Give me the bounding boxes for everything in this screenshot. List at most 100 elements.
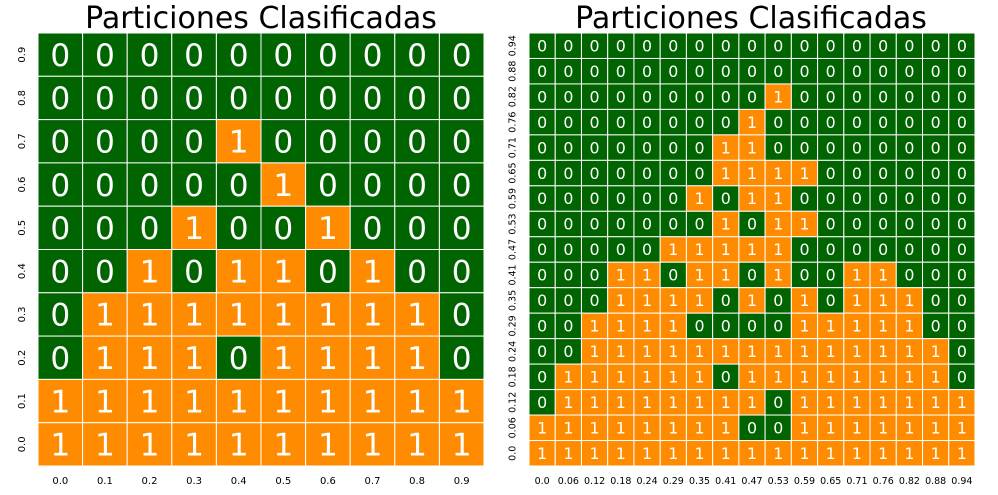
- y-tick-label: 0.8: [17, 90, 28, 106]
- cell-value-label: 1: [721, 164, 731, 183]
- x-tick-label: 0.06: [558, 476, 579, 487]
- heatmap-cell: [305, 292, 351, 337]
- x-tick-label: 0.0: [535, 476, 550, 487]
- cell-value-label: 1: [747, 393, 757, 412]
- heatmap-cell: [607, 159, 635, 187]
- x-tick-label: 0.9: [454, 476, 470, 487]
- cell-value-label: 1: [878, 418, 888, 437]
- y-tick-label: 0.06: [508, 417, 519, 438]
- cell-value-label: 1: [773, 240, 783, 259]
- chart-title-right: Particiones Clasificadas: [575, 1, 927, 36]
- cell-value-label: 1: [590, 418, 600, 437]
- heatmap-cell: [633, 57, 661, 85]
- cell-value-label: 0: [957, 317, 967, 336]
- cell-value-label: 0: [957, 240, 967, 259]
- heatmap-cell: [843, 414, 871, 442]
- cell-value-label: 0: [799, 189, 809, 208]
- cell-value-label: 1: [140, 428, 160, 464]
- cell-value-label: 0: [363, 124, 383, 160]
- cell-value-label: 0: [668, 36, 678, 55]
- cell-value-label: 0: [878, 87, 888, 106]
- heatmap-cell: [790, 210, 819, 238]
- cell-value-label: 0: [957, 138, 967, 157]
- cell-value-label: 0: [537, 393, 547, 412]
- cell-value-label: 1: [721, 240, 731, 259]
- heatmap-cell: [82, 75, 128, 121]
- y-tick-label: 0.94: [508, 35, 519, 56]
- heatmap-cell: [712, 261, 740, 289]
- heatmap-cell: [790, 338, 819, 365]
- heatmap-cell: [922, 83, 950, 110]
- cell-value-label: 0: [273, 81, 293, 117]
- cell-value-label: 0: [694, 215, 704, 234]
- cell-value-label: 0: [616, 36, 626, 55]
- cell-value-label: 0: [721, 291, 731, 310]
- cell-value-label: 1: [273, 168, 293, 204]
- cell-value-label: 1: [318, 428, 338, 464]
- x-tick-labels-right: 0.0 0.06 0.12 0.18 0.24 0.29 0.35 0.41 0.47 0.53 0…: [535, 476, 973, 487]
- heatmap-cell: [738, 312, 766, 340]
- cell-value-label: 1: [50, 428, 70, 464]
- cell-value-label: 0: [694, 164, 704, 183]
- cell-value-label: 0: [694, 138, 704, 157]
- cell-value-label: 0: [318, 81, 338, 117]
- heatmap-cell: [82, 378, 128, 424]
- heatmap-cell: [712, 134, 740, 161]
- heatmap-cell: [817, 287, 845, 314]
- heatmap-cell: [790, 134, 819, 161]
- x-tick-label: 0.53: [768, 476, 789, 487]
- cell-value-label: 0: [721, 368, 731, 387]
- heatmap-cell: [580, 57, 609, 85]
- cell-value-label: 1: [95, 384, 115, 420]
- cell-value-label: 0: [140, 124, 160, 160]
- heatmap-cell: [843, 134, 871, 161]
- cell-value-label: 1: [668, 317, 678, 336]
- heatmap-cell: [685, 261, 714, 289]
- y-tick-labels-left: 0.9 0.8 0.7 0.6 0.5 0.4 0.3 0.2 0.1 0.0: [17, 47, 28, 453]
- heatmap-cell: [394, 335, 440, 380]
- heatmap-cell: [394, 205, 440, 250]
- heatmap-cell: [438, 335, 485, 380]
- heatmap-cell: [607, 57, 635, 85]
- cell-value-label: 1: [273, 428, 293, 464]
- cell-value-label: 1: [931, 393, 941, 412]
- heatmap-cell: [171, 422, 217, 467]
- heatmap-cell: [738, 159, 766, 187]
- cell-value-label: 0: [694, 317, 704, 336]
- cell-value-label: 1: [563, 368, 573, 387]
- x-tick-label: 0.4: [231, 476, 247, 487]
- cell-value-label: 0: [878, 215, 888, 234]
- heatmap-cell: [764, 338, 792, 365]
- cell-value-label: 0: [957, 291, 967, 310]
- heatmap-cell: [37, 422, 84, 467]
- heatmap-cell: [659, 185, 687, 212]
- cell-value-label: 1: [773, 215, 783, 234]
- x-tick-label: 0.88: [925, 476, 946, 487]
- cell-value-label: 1: [452, 384, 472, 420]
- heatmap-cell: [817, 57, 845, 85]
- heatmap-cell: [764, 210, 792, 238]
- cell-value-label: 1: [642, 418, 652, 437]
- x-tick-label: 0.7: [365, 476, 381, 487]
- cell-value-label: 1: [140, 298, 160, 334]
- cell-value-label: 0: [931, 215, 941, 234]
- cell-value-label: 0: [773, 36, 783, 55]
- cell-value-label: 0: [363, 168, 383, 204]
- heatmap-cell: [37, 292, 84, 337]
- cell-value-label: 0: [878, 240, 888, 259]
- cell-value-label: 0: [407, 38, 427, 74]
- y-tick-label: 0.47: [508, 239, 519, 260]
- heatmap-cell: [580, 440, 609, 467]
- heatmap-cell: [869, 363, 897, 391]
- heatmap-cell: [948, 185, 976, 212]
- cell-value-label: 0: [878, 113, 888, 132]
- cell-value-label: 0: [273, 38, 293, 74]
- cell-value-label: 1: [878, 291, 888, 310]
- cell-value-label: 1: [407, 384, 427, 420]
- cell-value-label: 0: [537, 291, 547, 310]
- cell-value-label: 0: [904, 113, 914, 132]
- heatmap-cell: [305, 162, 351, 207]
- cell-value-label: 0: [563, 266, 573, 285]
- x-tick-label: 0.59: [794, 476, 815, 487]
- heatmap-left: Particiones Clasificadas 0 0 0 0 0 0 0 0 0 00 0 0 0 0…: [17, 1, 485, 487]
